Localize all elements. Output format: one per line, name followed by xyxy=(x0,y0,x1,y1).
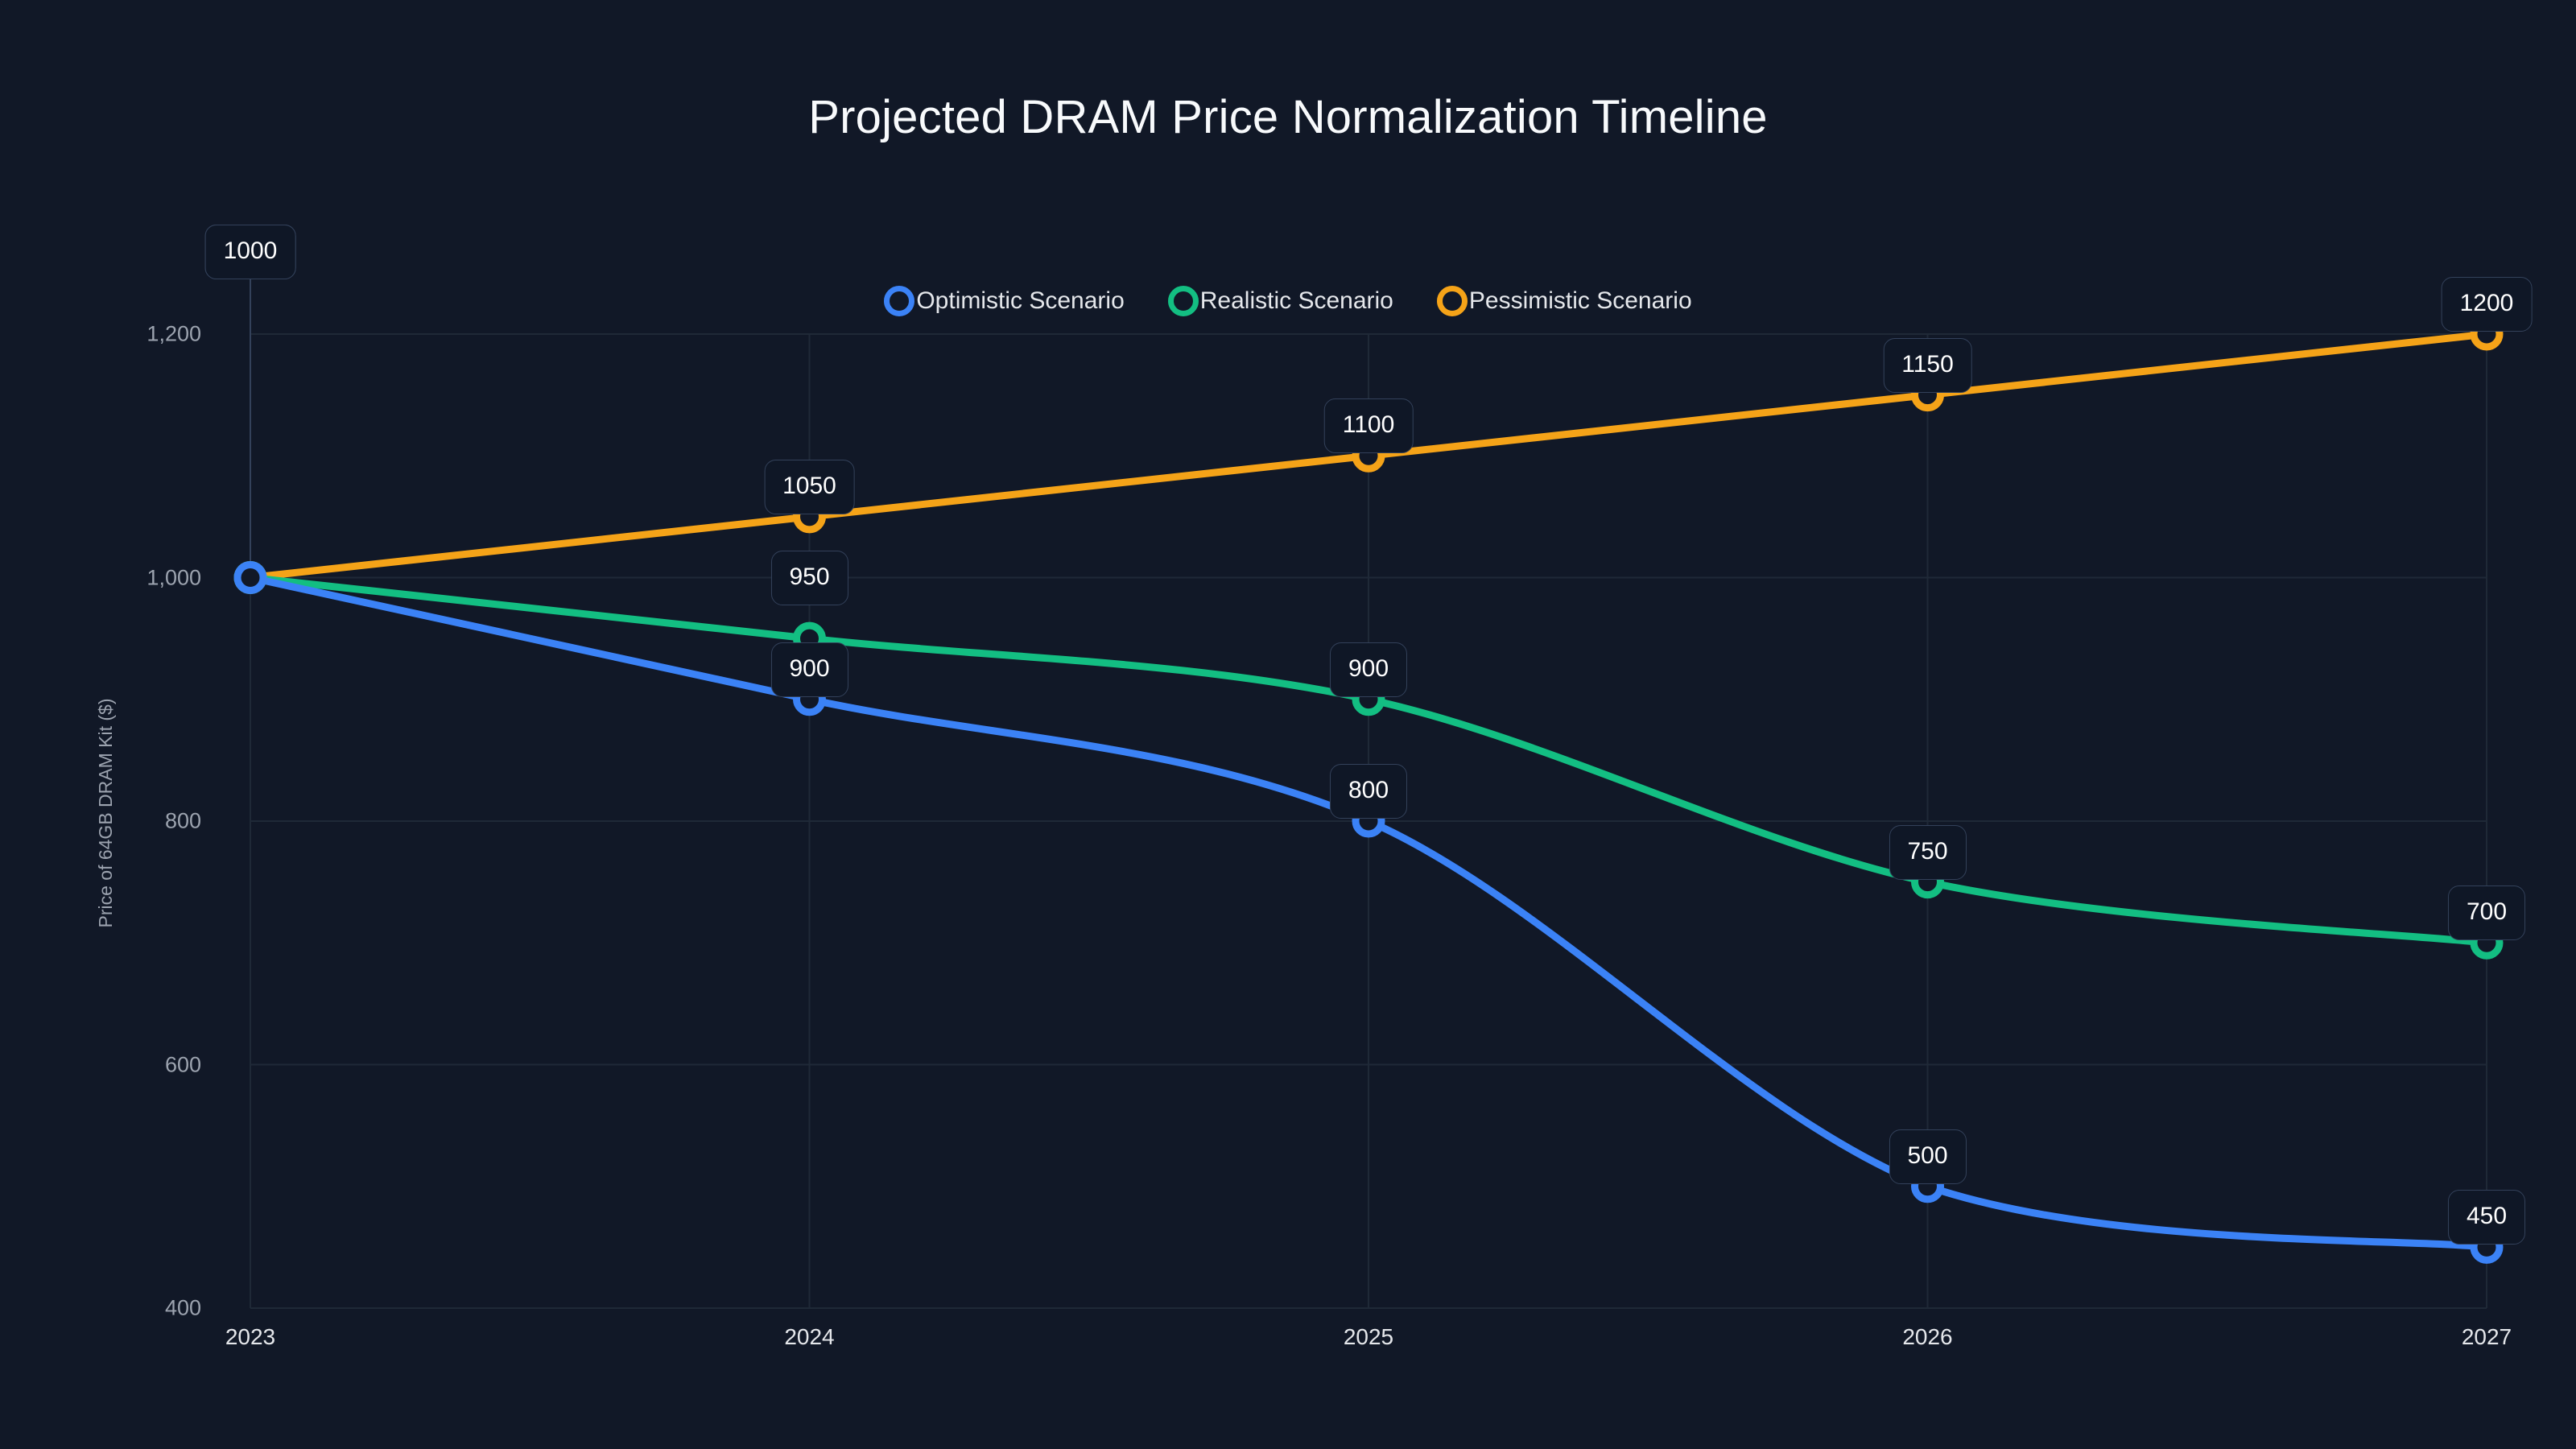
x-axis-tick-label: 2025 xyxy=(1343,1324,1394,1349)
data-point-label: 1000 xyxy=(204,224,296,279)
chart-legend: Optimistic Scenario Realistic Scenario Pes… xyxy=(0,286,2576,316)
data-point-label: 800 xyxy=(1329,764,1408,819)
legend-marker-icon xyxy=(1167,286,1199,316)
page-title: Projected DRAM Price Normalization Timel… xyxy=(808,91,1768,143)
legend-marker-icon xyxy=(1436,286,1468,316)
data-point-label: 1050 xyxy=(764,459,855,514)
x-axis-tick-label: 2023 xyxy=(225,1324,276,1349)
data-point-marker[interactable] xyxy=(233,561,267,594)
data-point-label: 1150 xyxy=(1883,337,1972,393)
y-axis-tick-label: 1,000 xyxy=(147,565,201,589)
y-axis-tick-label: 800 xyxy=(164,808,201,833)
legend-item-label: Pessimistic Scenario xyxy=(1468,287,1692,314)
data-point-label: 700 xyxy=(2447,886,2526,941)
data-point-label: 1200 xyxy=(2441,277,2533,332)
legend-item-realistic[interactable]: Realistic Scenario xyxy=(1167,286,1393,316)
data-point-label: 950 xyxy=(770,551,848,606)
legend-item-optimistic[interactable]: Optimistic Scenario xyxy=(884,286,1125,316)
x-axis-tick-label: 2026 xyxy=(1902,1324,1953,1349)
data-point-label: 750 xyxy=(1889,824,1967,880)
data-point-label: 450 xyxy=(2447,1190,2526,1245)
legend-item-label: Realistic Scenario xyxy=(1199,287,1393,314)
y-axis-tick-label: 1,200 xyxy=(147,321,201,346)
x-axis-tick-label: 2024 xyxy=(784,1324,835,1349)
data-point-label: 900 xyxy=(1329,642,1408,697)
legend-item-label: Optimistic Scenario xyxy=(916,287,1125,314)
y-axis-tick-label: 400 xyxy=(164,1295,201,1320)
data-point-label: 1100 xyxy=(1323,398,1414,454)
legend-marker-icon xyxy=(884,286,915,316)
legend-item-pessimistic[interactable]: Pessimistic Scenario xyxy=(1436,286,1692,316)
x-axis-tick-label: 2027 xyxy=(2461,1324,2512,1349)
data-point-label: 500 xyxy=(1889,1129,1967,1184)
y-axis-tick-label: 600 xyxy=(164,1052,201,1076)
data-point-label: 900 xyxy=(770,642,848,697)
